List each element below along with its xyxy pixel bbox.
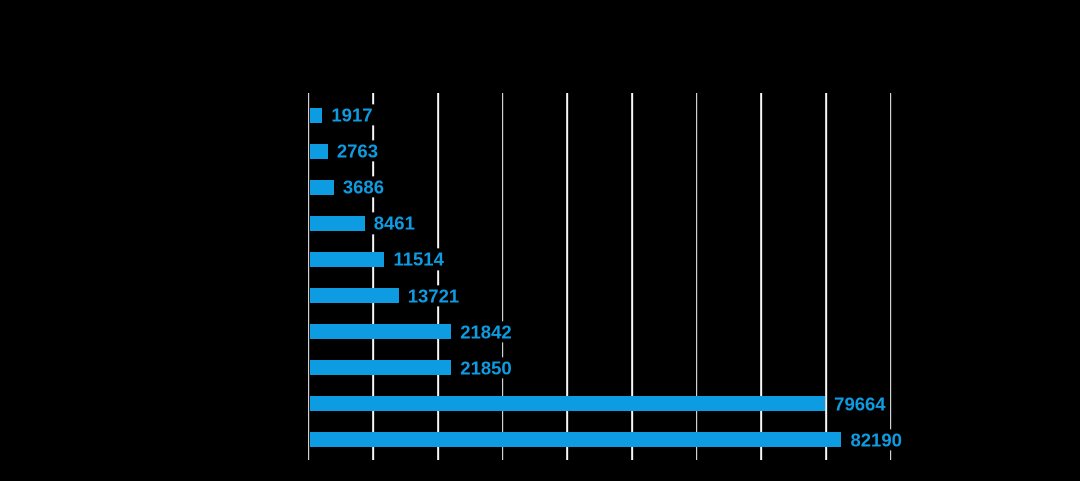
gridline [372, 93, 374, 460]
gridline [760, 93, 762, 460]
gridline [501, 93, 504, 460]
plot-area: 1917 2763 3686 8461 11514 13721 21842 21850 7966… [307, 93, 904, 460]
gridline [889, 93, 892, 460]
bar [310, 360, 452, 376]
gridline [630, 93, 633, 460]
gridline [436, 93, 439, 460]
bar [310, 143, 328, 159]
bar [310, 324, 452, 340]
bar-value-label: 11514 [391, 248, 446, 271]
gridline [695, 93, 698, 460]
bar [310, 179, 334, 195]
gridline [566, 93, 568, 460]
bar-value-label: 2763 [334, 140, 381, 162]
gridline [307, 93, 310, 460]
bar-value-label: 13721 [405, 284, 462, 307]
bar-value-label: 8461 [371, 212, 417, 234]
bar-value-label: 79664 [832, 393, 888, 415]
bar [310, 107, 323, 123]
bar [310, 251, 385, 267]
bar-value-label: 1917 [329, 104, 375, 126]
bar-value-label: 21842 [458, 321, 514, 343]
gridline [824, 93, 827, 460]
bar-value-label: 82190 [848, 429, 904, 451]
bar [310, 432, 842, 448]
bar-value-label: 21850 [458, 357, 514, 379]
bar [310, 288, 399, 304]
bar [310, 396, 826, 412]
bar-value-label: 3686 [340, 176, 386, 198]
bar [310, 215, 365, 231]
